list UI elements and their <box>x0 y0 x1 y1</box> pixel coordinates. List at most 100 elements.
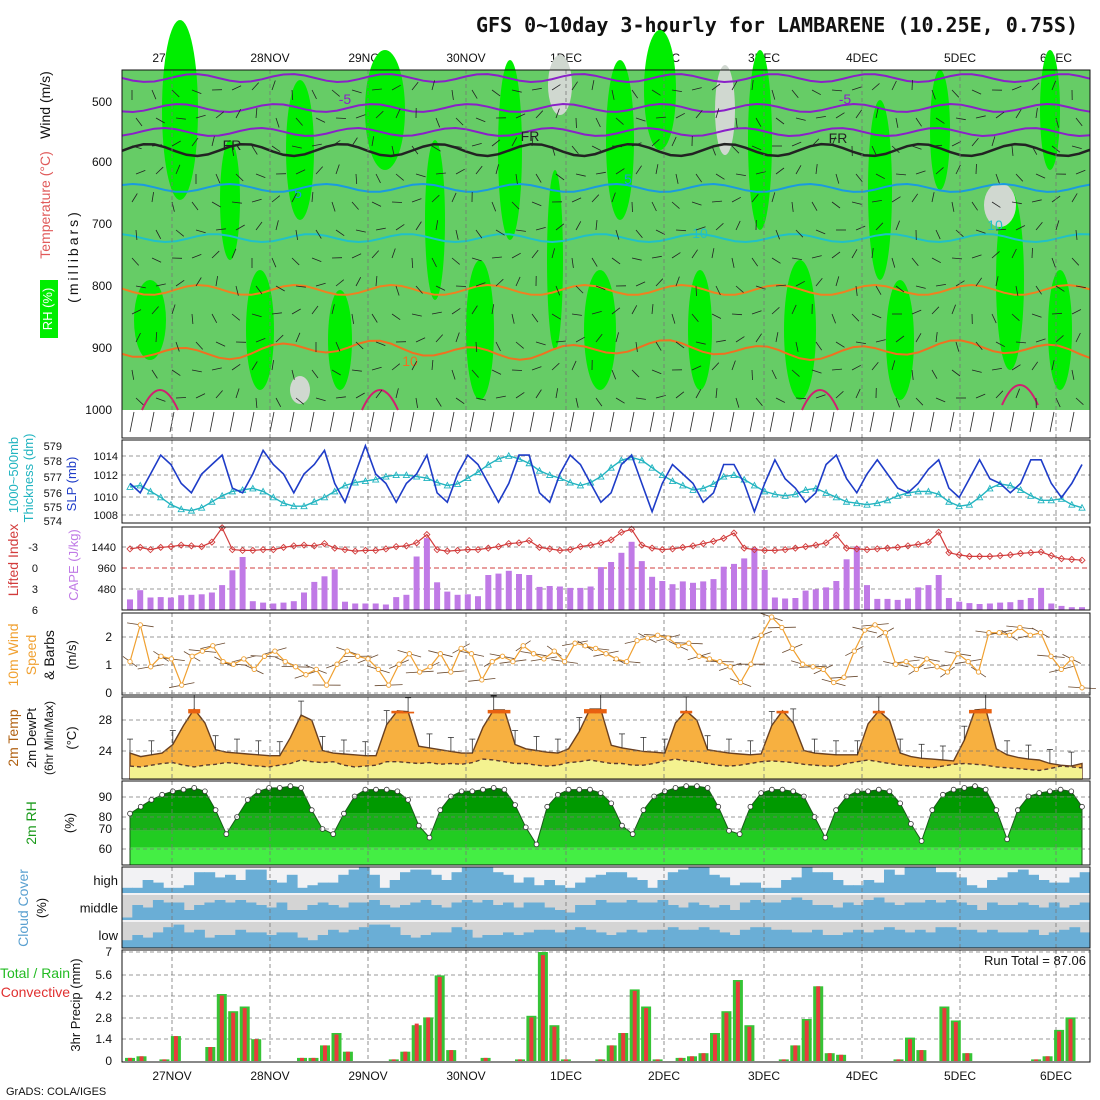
precip-convective-bar <box>609 1045 614 1061</box>
cloud-cell <box>729 885 741 893</box>
wind-barb <box>335 396 346 399</box>
wind-barb <box>375 110 384 119</box>
precip-convective-bar <box>598 1059 603 1061</box>
wind-barb <box>271 145 281 153</box>
wind-barb <box>675 391 685 399</box>
wind-barb <box>1031 82 1040 91</box>
rh-point <box>801 793 807 800</box>
cloud-cell <box>904 867 916 893</box>
rh-point <box>287 783 294 789</box>
wind-barb <box>155 117 165 124</box>
wind-barb <box>691 201 702 206</box>
cloud-cell <box>173 887 185 893</box>
cloud-cell <box>410 902 422 920</box>
wind-barb <box>835 276 840 287</box>
wind-barb <box>771 192 776 203</box>
wind-barb <box>835 173 840 184</box>
wind-barb <box>355 173 358 185</box>
wind-barb <box>871 83 880 91</box>
wind-barb-surface <box>669 411 675 433</box>
wind-barb <box>791 201 794 212</box>
li-line <box>129 526 1083 561</box>
cape-bar <box>833 581 840 611</box>
precip-convective-bar <box>139 1056 144 1061</box>
cloud-cell <box>441 880 452 893</box>
rh-moist-area <box>220 140 240 260</box>
thickness-point <box>914 487 922 495</box>
wind-barb <box>855 285 858 296</box>
wind-barb <box>555 388 559 399</box>
wind-barb-surface <box>229 411 235 433</box>
rh-point <box>865 788 871 795</box>
wind-speed-point <box>924 656 930 662</box>
wind-barb <box>935 117 945 124</box>
cloud-cell <box>533 885 545 893</box>
wind-barb <box>291 89 294 101</box>
precip-convective-bar <box>311 1057 316 1061</box>
precip-convective-bar <box>128 1057 132 1061</box>
wind-barb <box>831 313 836 324</box>
rh-point <box>148 797 155 803</box>
wind-barb <box>135 229 138 241</box>
wind-barb <box>871 361 879 371</box>
wind-barb <box>635 117 646 122</box>
rh-axis-label: 2m RH <box>23 801 39 845</box>
cloud-cell <box>719 905 731 920</box>
wind-barb <box>691 313 699 322</box>
wind-barb <box>655 278 664 287</box>
rh-point <box>918 838 925 844</box>
wind-label-b: Speed <box>23 635 39 675</box>
contour-line <box>121 182 1091 193</box>
cloud-cell <box>812 929 823 948</box>
li-point <box>187 542 196 550</box>
wind-barb <box>735 397 740 408</box>
cloud-cell <box>122 917 133 920</box>
wind-barb-surface <box>989 411 995 433</box>
wind-barb <box>811 138 820 147</box>
cloud-cell <box>636 880 648 893</box>
wind-barb <box>371 313 378 323</box>
thickness-point <box>330 487 339 495</box>
wind-barb <box>991 136 996 147</box>
rh-moist-area <box>134 280 166 360</box>
cloud-cell <box>255 869 267 893</box>
wind-barb <box>1055 335 1064 343</box>
cloud-cell <box>430 932 442 948</box>
cloud-cell <box>410 869 422 893</box>
wind-barb <box>971 201 978 211</box>
wind-speed-point <box>872 622 878 628</box>
wind-barb <box>511 252 521 259</box>
wind-barb <box>795 117 806 121</box>
li-point <box>822 539 830 547</box>
li-point <box>167 542 175 551</box>
cloud-cell <box>358 867 370 893</box>
rh-moist-area <box>246 270 274 390</box>
wind-barb <box>415 221 422 231</box>
legend-convective: Convective <box>1 984 70 1000</box>
thickness-point <box>853 499 861 507</box>
wind-barb <box>231 201 242 204</box>
rh-point <box>608 800 615 807</box>
cloud-cell <box>430 905 442 920</box>
wind-barb <box>331 304 335 315</box>
cloud-cell <box>709 929 720 948</box>
wind-barb <box>1011 313 1020 321</box>
wind-barb <box>695 341 706 345</box>
wind-barb <box>295 332 301 343</box>
wind-speed-point <box>437 651 444 657</box>
wind-barb <box>135 332 141 343</box>
wind-speed-point <box>427 664 433 670</box>
cloud-cell <box>873 929 885 948</box>
li-point <box>587 541 595 549</box>
wind-barb <box>615 117 624 125</box>
thickness-point <box>924 487 933 495</box>
wind-speed-point <box>862 627 868 633</box>
thickness-label-a: 1000~500mb <box>6 437 21 513</box>
thickness-point <box>945 497 953 505</box>
wind-barb <box>931 306 940 315</box>
cape-bar <box>587 586 594 610</box>
wind-speed-point <box>561 658 568 665</box>
thickness-point <box>341 481 349 489</box>
wind-barb <box>175 279 185 287</box>
